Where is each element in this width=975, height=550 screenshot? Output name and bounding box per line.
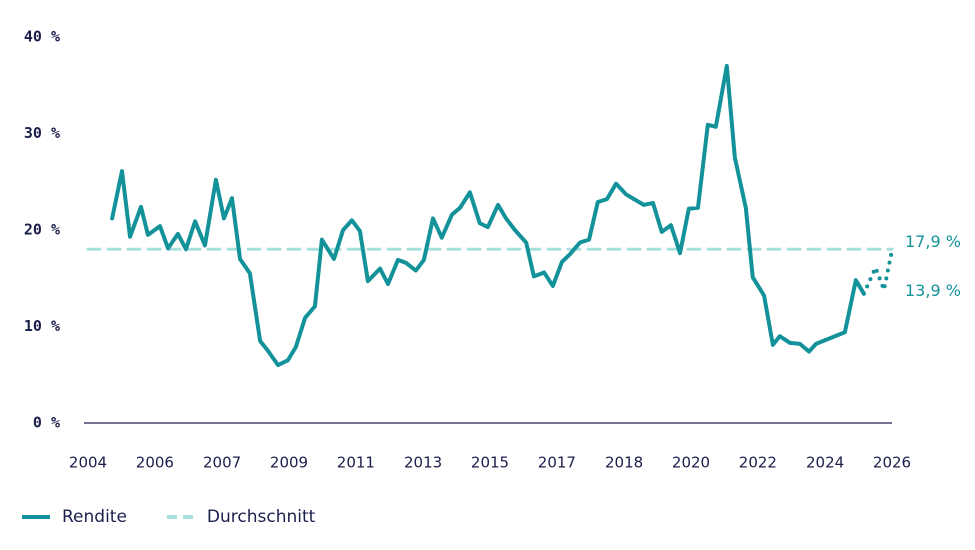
x-tick-label: 2026 bbox=[873, 454, 911, 472]
x-tick-label: 2022 bbox=[739, 454, 777, 472]
x-tick-label: 2020 bbox=[672, 454, 710, 472]
x-tick-label: 2015 bbox=[471, 454, 509, 472]
legend-label: Durchschnitt bbox=[207, 507, 316, 527]
annotation: 13,9 % bbox=[905, 281, 961, 300]
x-tick-label: 2024 bbox=[806, 454, 844, 472]
annotation: 17,9 % bbox=[905, 232, 961, 251]
line-dotted bbox=[861, 248, 894, 296]
y-tick-label: 20 % bbox=[24, 221, 60, 239]
x-tick-label: 2017 bbox=[538, 454, 576, 472]
x-tick-label: 2009 bbox=[270, 454, 308, 472]
line-solid bbox=[110, 63, 866, 368]
x-tick-label: 2006 bbox=[136, 454, 174, 472]
x-tick-label: 2018 bbox=[605, 454, 643, 472]
x-tick-label: 2004 bbox=[69, 454, 107, 472]
y-tick-label: 10 % bbox=[24, 317, 60, 335]
y-tick-label: 0 % bbox=[33, 414, 60, 432]
x-tick-label: 2011 bbox=[337, 454, 375, 472]
y-tick-label: 40 % bbox=[24, 28, 60, 46]
x-tick-label: 2013 bbox=[404, 454, 442, 472]
x-tick-label: 2007 bbox=[203, 454, 241, 472]
y-tick-label: 30 % bbox=[24, 124, 60, 142]
legend-label: Rendite bbox=[62, 507, 127, 527]
